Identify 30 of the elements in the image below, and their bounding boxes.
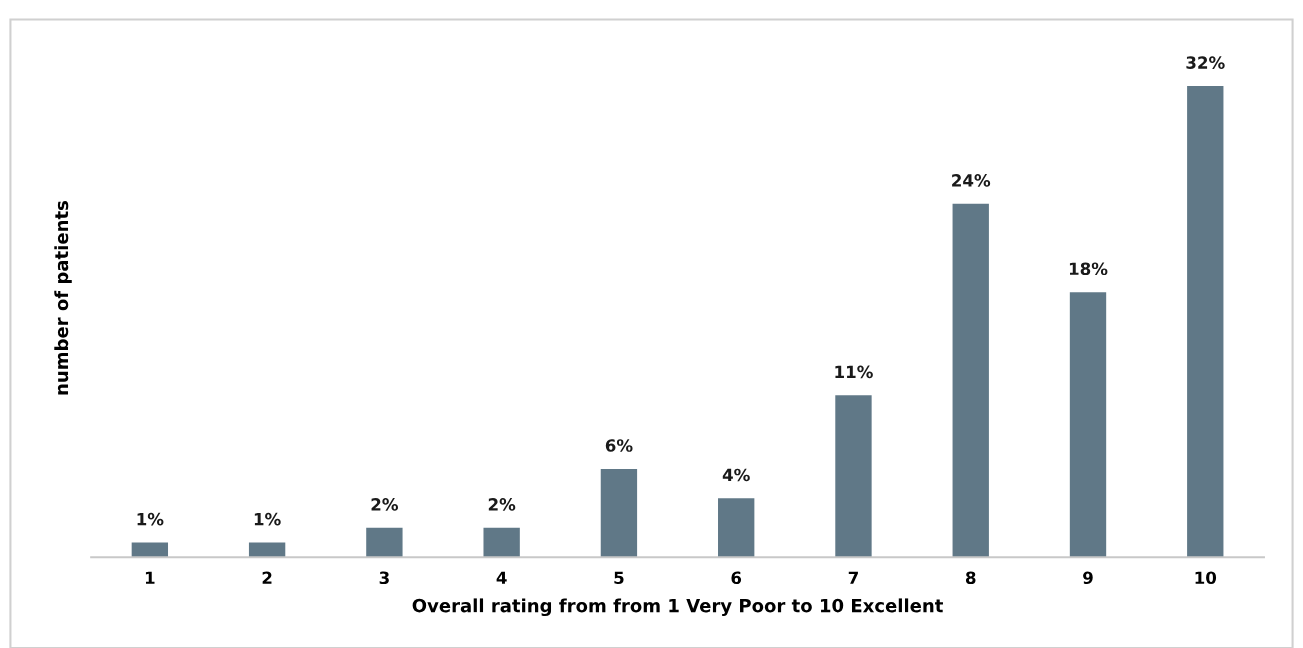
data-label: 1% (137, 512, 164, 526)
x-tick-label: 9 (1083, 571, 1093, 585)
data-label: 32% (1186, 56, 1225, 69)
x-tick-label: 4 (496, 571, 507, 584)
data-label: 4% (722, 468, 750, 482)
data-label: 2% (371, 498, 398, 511)
data-label: 24% (952, 174, 991, 187)
y-axis-title: number of patients (54, 201, 72, 395)
data-label: 18% (1069, 262, 1108, 276)
bar (718, 498, 755, 558)
x-tick-label: 8 (965, 571, 976, 585)
x-tick-label: 6 (731, 571, 742, 585)
bar (600, 468, 638, 558)
data-label: 11% (835, 365, 873, 379)
x-axis-title: Overall rating from from 1 Very Poor to 10 Excellent (412, 598, 943, 617)
bar (1187, 86, 1224, 558)
data-label: 6% (605, 439, 633, 452)
bar (1069, 292, 1107, 558)
bar (952, 203, 989, 558)
x-tick-label: 7 (848, 571, 858, 584)
bar (483, 527, 520, 558)
x-tick-label: 2 (262, 571, 272, 584)
x-tick-label: 3 (379, 571, 389, 585)
bar (835, 395, 872, 558)
data-label: 1% (254, 512, 281, 526)
x-tick-label: 5 (614, 571, 624, 585)
x-tick-label: 1 (145, 571, 155, 584)
bar (366, 527, 403, 558)
data-label: 2% (488, 498, 516, 511)
x-tick-label: 10 (1195, 571, 1217, 585)
